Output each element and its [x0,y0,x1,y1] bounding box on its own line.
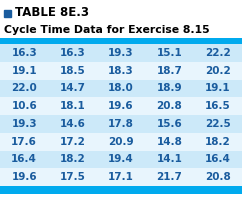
Text: 18.9: 18.9 [157,83,182,93]
Text: 17.2: 17.2 [60,137,85,147]
Text: 19.6: 19.6 [108,101,134,111]
Text: Cycle Time Data for Exercise 8.15: Cycle Time Data for Exercise 8.15 [4,25,210,35]
Text: 19.3: 19.3 [11,119,37,129]
Text: 22.5: 22.5 [205,119,231,129]
Text: 22.2: 22.2 [205,48,231,58]
Bar [0,133,242,150]
Text: 22.0: 22.0 [11,83,37,93]
Text: 14.1: 14.1 [157,154,182,164]
Text: 16.3: 16.3 [60,48,85,58]
Text: 20.9: 20.9 [108,137,134,147]
Text: 19.4: 19.4 [108,154,134,164]
Bar [0,62,242,80]
Text: 17.6: 17.6 [11,137,37,147]
Text: 18.7: 18.7 [157,66,182,76]
Text: 20.2: 20.2 [205,66,231,76]
Bar [0,115,242,133]
Text: 15.6: 15.6 [157,119,182,129]
Text: 16.5: 16.5 [205,101,231,111]
Text: 17.8: 17.8 [108,119,134,129]
Bar [0,168,242,186]
Text: 19.3: 19.3 [108,48,134,58]
Text: 18.1: 18.1 [60,101,85,111]
Text: 16.4: 16.4 [11,154,37,164]
Text: 14.7: 14.7 [60,83,86,93]
Bar [0,80,242,97]
Text: 18.5: 18.5 [60,66,85,76]
Bar [0,38,242,44]
Bar [0,186,242,194]
Text: 14.8: 14.8 [157,137,182,147]
Text: 19.6: 19.6 [11,172,37,182]
Bar [0,44,242,186]
Text: 18.3: 18.3 [108,66,134,76]
Text: 21.7: 21.7 [157,172,182,182]
Text: 18.2: 18.2 [205,137,231,147]
Bar [0,44,242,62]
Bar [0,150,242,168]
Text: 18.0: 18.0 [108,83,134,93]
Text: 10.6: 10.6 [11,101,37,111]
Text: 19.1: 19.1 [205,83,231,93]
Text: 16.3: 16.3 [11,48,37,58]
Bar [0,97,242,115]
Text: TABLE 8E.3: TABLE 8E.3 [15,7,89,19]
Text: 18.2: 18.2 [60,154,85,164]
Bar [4,10,11,16]
Text: 20.8: 20.8 [157,101,182,111]
Text: 14.6: 14.6 [60,119,85,129]
Text: 17.1: 17.1 [108,172,134,182]
Text: 19.1: 19.1 [11,66,37,76]
Text: 15.1: 15.1 [157,48,182,58]
Text: 20.8: 20.8 [205,172,231,182]
Text: 16.4: 16.4 [205,154,231,164]
Text: 17.5: 17.5 [60,172,85,182]
